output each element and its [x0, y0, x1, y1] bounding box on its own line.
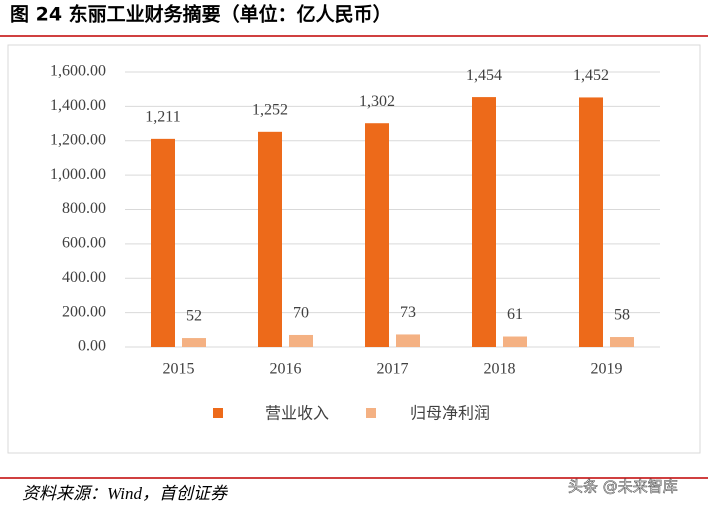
bar: [396, 334, 420, 347]
bar: [151, 138, 175, 347]
bar: [258, 131, 282, 347]
data-label: 1,454: [466, 67, 502, 84]
y-tick-label: 1,000.00: [50, 166, 106, 183]
x-tick-label: 2018: [484, 361, 516, 378]
bar: [182, 338, 206, 347]
data-label: 58: [614, 307, 630, 324]
y-tick-label: 1,400.00: [50, 97, 106, 114]
data-label: 1,211: [145, 109, 180, 126]
legend-swatch: [366, 408, 376, 418]
y-tick-label: 600.00: [62, 235, 106, 252]
x-tick-label: 2019: [591, 361, 623, 378]
bar: [579, 97, 603, 347]
legend-label: 归母净利润: [410, 404, 490, 423]
x-tick-label: 2015: [163, 361, 195, 378]
data-label: 73: [400, 304, 416, 321]
legend-label: 营业收入: [265, 404, 329, 423]
y-tick-label: 800.00: [62, 200, 106, 217]
y-tick-label: 0.00: [78, 338, 106, 355]
bar: [503, 336, 527, 347]
chart-frame: [7, 44, 701, 454]
data-label: 1,302: [359, 93, 395, 110]
x-tick-label: 2017: [377, 361, 409, 378]
data-label: 1,452: [573, 67, 609, 84]
chart-title: 图 24 东丽工业财务摘要（单位：亿人民币）: [10, 3, 392, 26]
y-tick-label: 1,200.00: [50, 131, 106, 148]
data-label: 70: [293, 305, 309, 322]
data-label: 52: [186, 308, 202, 325]
data-label: 61: [507, 306, 523, 323]
bar: [472, 97, 496, 347]
x-tick-label: 2016: [270, 361, 302, 378]
legend-swatch: [213, 408, 223, 418]
data-label: 1,252: [252, 101, 288, 118]
y-tick-label: 1,600.00: [50, 63, 106, 80]
y-tick-label: 400.00: [62, 269, 106, 286]
source: 资料来源：Wind，首创证券: [22, 484, 229, 503]
watermark: 头条 @未来智库: [568, 478, 678, 496]
bar: [365, 123, 389, 347]
bar: [289, 334, 313, 347]
y-tick-label: 200.00: [62, 303, 106, 320]
bar: [610, 337, 634, 347]
